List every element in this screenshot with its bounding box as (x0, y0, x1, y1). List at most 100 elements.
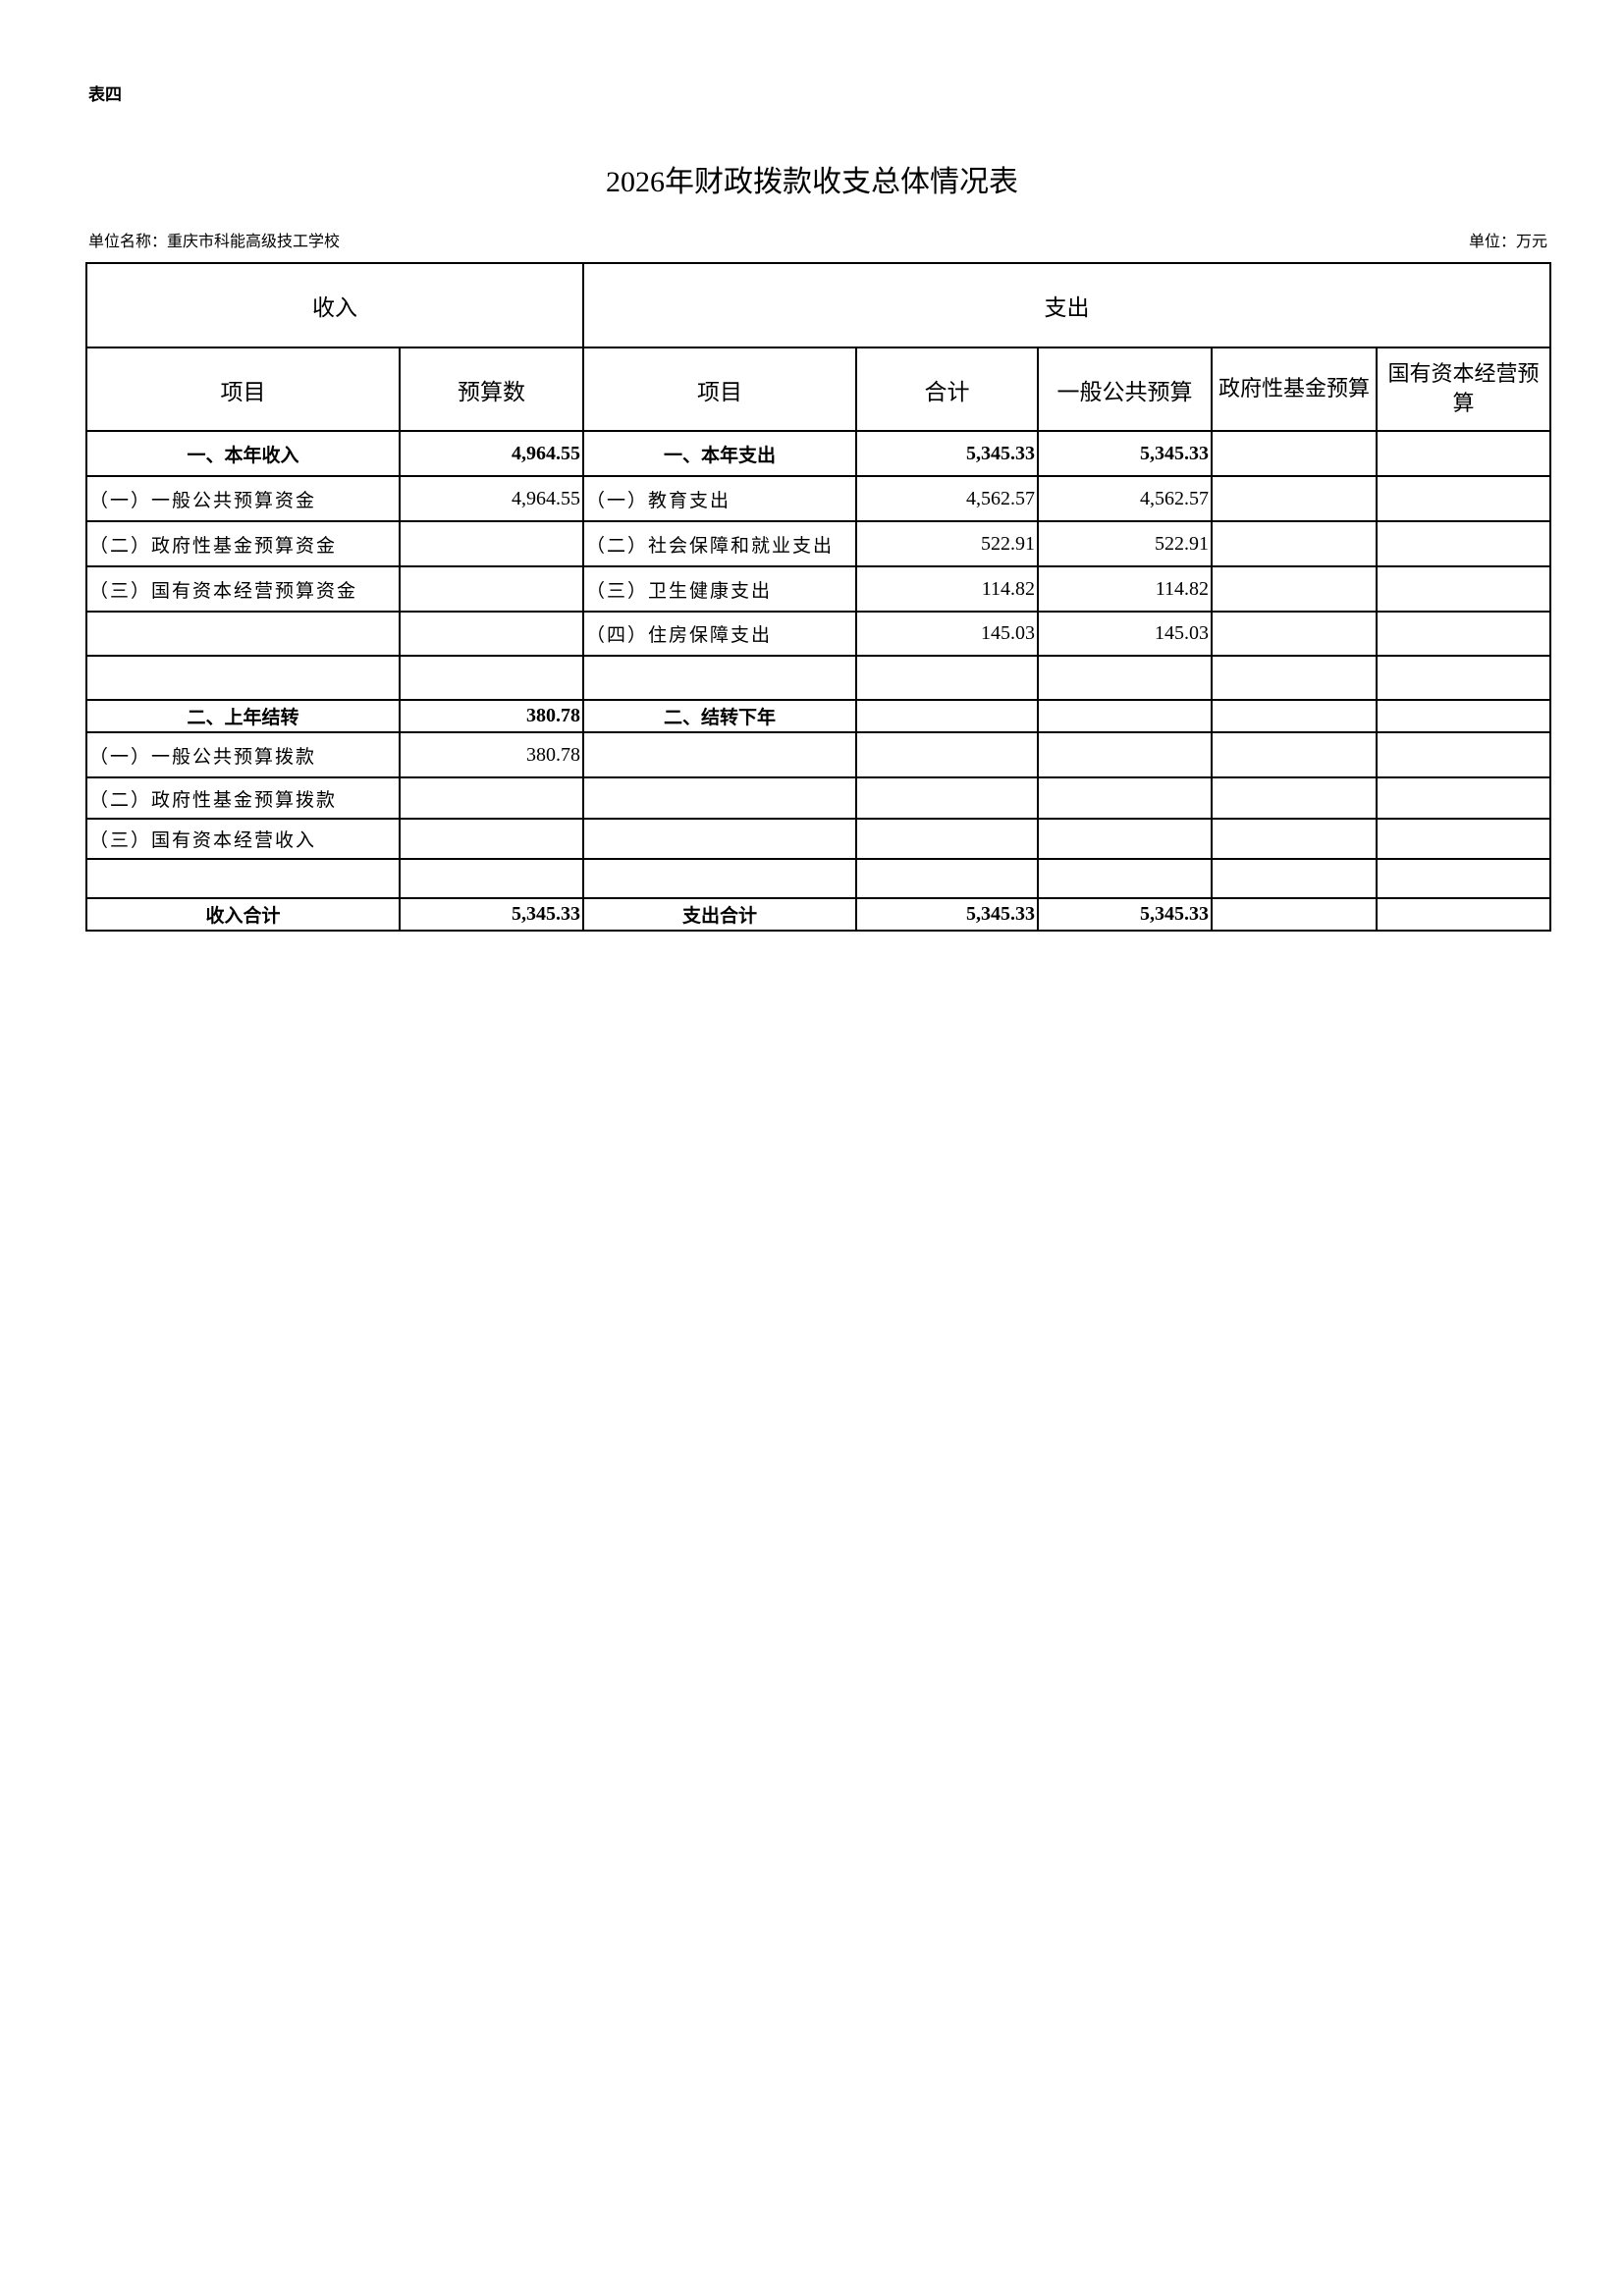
expense-general: 145.03 (1037, 611, 1213, 657)
income-value: 5,345.33 (399, 897, 584, 932)
income-item: （一）一般公共预算资金 (85, 475, 401, 522)
expense-state-capital (1375, 520, 1552, 567)
expense-total (855, 776, 1039, 820)
income-item: （三）国有资本经营预算资金 (85, 565, 401, 613)
table-row: （三）国有资本经营预算资金 （三）卫生健康支出 114.82 114.82 (85, 565, 1552, 613)
table-row: 一、本年收入 4,964.55 一、本年支出 5,345.33 5,345.33 (85, 430, 1552, 477)
table-row: （二）政府性基金预算资金 （二）社会保障和就业支出 522.91 522.91 (85, 520, 1552, 567)
income-item (85, 858, 401, 899)
expense-gov-fund (1211, 565, 1378, 613)
expense-state-capital (1375, 611, 1552, 657)
expense-general (1037, 655, 1213, 701)
expense-gov-fund (1211, 699, 1378, 733)
income-item: （二）政府性基金预算拨款 (85, 776, 401, 820)
expense-item (582, 655, 857, 701)
expense-total: 145.03 (855, 611, 1039, 657)
income-value (399, 776, 584, 820)
expense-header: 支出 (581, 262, 1552, 348)
income-value: 4,964.55 (399, 475, 584, 522)
income-item: （一）一般公共预算拨款 (85, 731, 401, 778)
col-total: 合计 (855, 347, 1039, 432)
expense-general (1037, 858, 1213, 899)
expense-state-capital (1375, 731, 1552, 778)
expense-general (1037, 699, 1213, 733)
table-number: 表四 (88, 85, 122, 105)
expense-general: 5,345.33 (1037, 430, 1213, 477)
table-row: （二）政府性基金预算拨款 (85, 776, 1552, 820)
expense-item: 支出合计 (582, 897, 857, 932)
expense-state-capital (1375, 475, 1552, 522)
expense-total (855, 858, 1039, 899)
income-value (399, 818, 584, 860)
expense-item (582, 858, 857, 899)
col-expense-item: 项目 (582, 347, 857, 432)
expense-state-capital (1375, 430, 1552, 477)
page-title: 2026年财政拨款收支总体情况表 (606, 166, 1018, 198)
income-item: 二、上年结转 (85, 699, 401, 733)
expense-total (855, 699, 1039, 733)
expense-state-capital (1375, 655, 1552, 701)
expense-general (1037, 776, 1213, 820)
income-value: 380.78 (399, 699, 584, 733)
col-budget: 预算数 (399, 347, 584, 432)
expense-item: 二、结转下年 (582, 699, 857, 733)
table-row: （三）国有资本经营收入 (85, 818, 1552, 860)
table-row: 二、上年结转 380.78 二、结转下年 (85, 699, 1552, 733)
expense-gov-fund (1211, 655, 1378, 701)
expense-item: 一、本年支出 (582, 430, 857, 477)
expense-total: 114.82 (855, 565, 1039, 613)
income-item: （三）国有资本经营收入 (85, 818, 401, 860)
income-value (399, 520, 584, 567)
expense-state-capital (1375, 858, 1552, 899)
expense-item: （四）住房保障支出 (582, 611, 857, 657)
income-value (399, 565, 584, 613)
expense-total: 5,345.33 (855, 430, 1039, 477)
expense-gov-fund (1211, 858, 1378, 899)
expense-item: （三）卫生健康支出 (582, 565, 857, 613)
income-item (85, 655, 401, 701)
budget-table: 收入 支出 项目 预算数 项目 合计 一般公共预算 政府性基金预算 国有资本经营… (85, 262, 1552, 932)
expense-gov-fund (1211, 818, 1378, 860)
income-item: 收入合计 (85, 897, 401, 932)
expense-gov-fund (1211, 731, 1378, 778)
expense-general: 522.91 (1037, 520, 1213, 567)
expense-total: 522.91 (855, 520, 1039, 567)
expense-state-capital (1375, 818, 1552, 860)
expense-item: （二）社会保障和就业支出 (582, 520, 857, 567)
income-header: 收入 (85, 262, 584, 348)
expense-item (582, 818, 857, 860)
income-item (85, 611, 401, 657)
income-value: 4,964.55 (399, 430, 584, 477)
table-row (85, 655, 1552, 701)
expense-gov-fund (1211, 897, 1378, 932)
expense-item (582, 776, 857, 820)
unit-label: 单位：万元 (1468, 232, 1547, 250)
income-item: （二）政府性基金预算资金 (85, 520, 401, 567)
expense-gov-fund (1211, 430, 1378, 477)
expense-item: （一）教育支出 (582, 475, 857, 522)
expense-general: 114.82 (1037, 565, 1213, 613)
income-value (399, 858, 584, 899)
expense-gov-fund (1211, 520, 1378, 567)
expense-total (855, 818, 1039, 860)
table-row (85, 858, 1552, 899)
table-row: （四）住房保障支出 145.03 145.03 (85, 611, 1552, 657)
expense-general: 4,562.57 (1037, 475, 1213, 522)
col-gov-fund: 政府性基金预算 (1211, 347, 1378, 432)
expense-gov-fund (1211, 776, 1378, 820)
col-state-capital: 国有资本经营预算 (1375, 347, 1552, 432)
expense-state-capital (1375, 776, 1552, 820)
income-value (399, 655, 584, 701)
expense-total: 4,562.57 (855, 475, 1039, 522)
expense-total: 5,345.33 (855, 897, 1039, 932)
table-row: （一）一般公共预算资金 4,964.55 （一）教育支出 4,562.57 4,562.… (85, 475, 1552, 522)
income-value: 380.78 (399, 731, 584, 778)
expense-general (1037, 731, 1213, 778)
expense-state-capital (1375, 699, 1552, 733)
expense-gov-fund (1211, 475, 1378, 522)
expense-state-capital (1375, 565, 1552, 613)
col-income-item: 项目 (85, 347, 401, 432)
table-row: 收入合计 5,345.33 支出合计 5,345.33 5,345.33 (85, 897, 1552, 932)
table-row: （一）一般公共预算拨款 380.78 (85, 731, 1552, 778)
income-item: 一、本年收入 (85, 430, 401, 477)
